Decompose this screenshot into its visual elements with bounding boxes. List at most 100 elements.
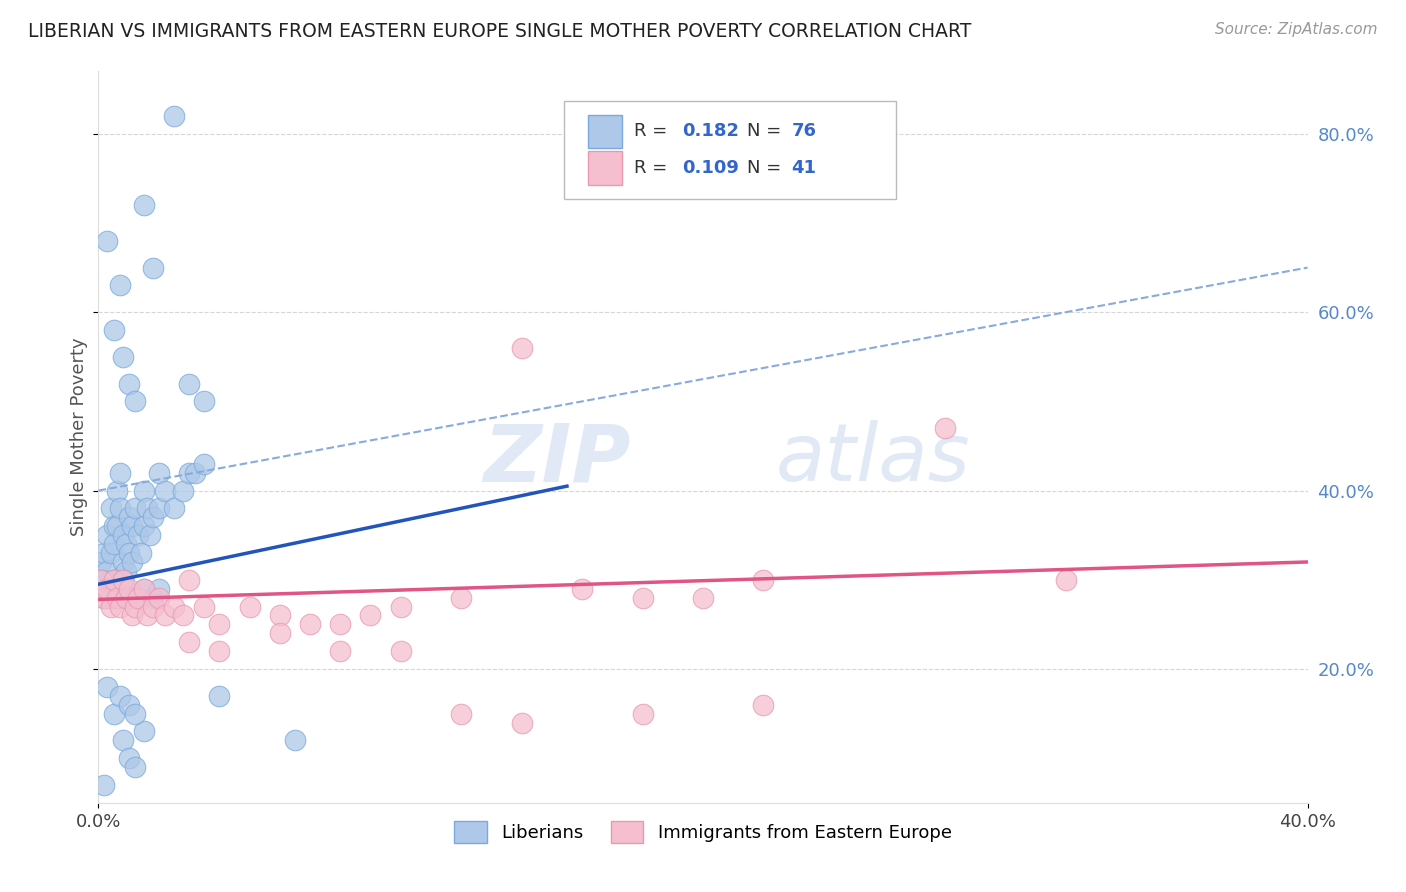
Text: Source: ZipAtlas.com: Source: ZipAtlas.com xyxy=(1215,22,1378,37)
Point xyxy=(121,608,143,623)
Point xyxy=(108,591,131,605)
Point xyxy=(93,591,115,605)
Point xyxy=(118,591,141,605)
Point xyxy=(179,635,201,649)
Point xyxy=(179,466,201,480)
Point xyxy=(360,608,382,623)
Point xyxy=(752,573,775,587)
Point xyxy=(103,537,125,551)
Point xyxy=(269,608,291,623)
Point xyxy=(105,483,128,498)
Point xyxy=(121,555,143,569)
Point xyxy=(132,582,155,596)
Bar xyxy=(588,151,621,185)
Point xyxy=(142,599,165,614)
Point xyxy=(172,608,194,623)
Point xyxy=(208,644,231,658)
Point xyxy=(208,689,231,703)
Text: N =: N = xyxy=(747,159,786,177)
Point xyxy=(111,573,134,587)
Point xyxy=(103,573,125,587)
Point xyxy=(127,528,149,542)
Point xyxy=(124,760,146,774)
Point xyxy=(124,599,146,614)
Point xyxy=(692,591,714,605)
Point xyxy=(90,573,112,587)
Point xyxy=(114,564,136,578)
Point xyxy=(111,733,134,747)
Point xyxy=(114,582,136,596)
Point xyxy=(142,260,165,275)
Text: ZIP: ZIP xyxy=(484,420,630,498)
Point xyxy=(124,706,146,721)
Point xyxy=(179,376,201,391)
Point xyxy=(108,501,131,516)
Point xyxy=(193,394,215,409)
Point xyxy=(118,751,141,765)
Point xyxy=(96,582,118,596)
Point xyxy=(111,350,134,364)
Point xyxy=(450,706,472,721)
Point xyxy=(934,421,956,435)
Point xyxy=(90,555,112,569)
Point xyxy=(103,706,125,721)
Point xyxy=(148,466,170,480)
Point xyxy=(135,608,157,623)
Point xyxy=(132,724,155,739)
Point xyxy=(124,591,146,605)
Text: 0.109: 0.109 xyxy=(682,159,740,177)
Point xyxy=(108,466,131,480)
Point xyxy=(111,573,134,587)
Point xyxy=(571,582,593,596)
Point xyxy=(148,501,170,516)
Point xyxy=(100,599,122,614)
Point xyxy=(132,582,155,596)
Point xyxy=(269,626,291,640)
Point xyxy=(105,582,128,596)
Point xyxy=(389,599,412,614)
Point xyxy=(510,715,533,730)
Point xyxy=(103,573,125,587)
Point xyxy=(118,698,141,712)
Point xyxy=(153,608,176,623)
Point xyxy=(132,198,155,212)
Point xyxy=(111,555,134,569)
Point xyxy=(163,599,186,614)
Point xyxy=(284,733,307,747)
Point xyxy=(631,591,654,605)
Point xyxy=(172,483,194,498)
Point xyxy=(193,457,215,471)
Legend: Liberians, Immigrants from Eastern Europe: Liberians, Immigrants from Eastern Europ… xyxy=(446,813,960,852)
Text: LIBERIAN VS IMMIGRANTS FROM EASTERN EUROPE SINGLE MOTHER POVERTY CORRELATION CHA: LIBERIAN VS IMMIGRANTS FROM EASTERN EURO… xyxy=(28,22,972,41)
Point xyxy=(163,501,186,516)
Point xyxy=(631,706,654,721)
Point xyxy=(108,278,131,293)
Point xyxy=(299,617,322,632)
Point xyxy=(132,519,155,533)
Point xyxy=(239,599,262,614)
Point xyxy=(93,546,115,560)
Point xyxy=(118,376,141,391)
Point xyxy=(100,546,122,560)
Point xyxy=(329,644,352,658)
Point xyxy=(450,591,472,605)
Point xyxy=(108,599,131,614)
Point xyxy=(184,466,207,480)
Point xyxy=(153,483,176,498)
Point xyxy=(148,582,170,596)
Point xyxy=(389,644,412,658)
Point xyxy=(103,519,125,533)
Point xyxy=(96,680,118,694)
Point xyxy=(121,519,143,533)
Point xyxy=(105,519,128,533)
Point xyxy=(108,689,131,703)
Point xyxy=(118,582,141,596)
Bar xyxy=(588,114,621,148)
Point xyxy=(114,537,136,551)
Point xyxy=(96,528,118,542)
Point xyxy=(118,546,141,560)
Point xyxy=(124,501,146,516)
Y-axis label: Single Mother Poverty: Single Mother Poverty xyxy=(70,338,89,536)
Point xyxy=(93,591,115,605)
Point xyxy=(118,510,141,524)
